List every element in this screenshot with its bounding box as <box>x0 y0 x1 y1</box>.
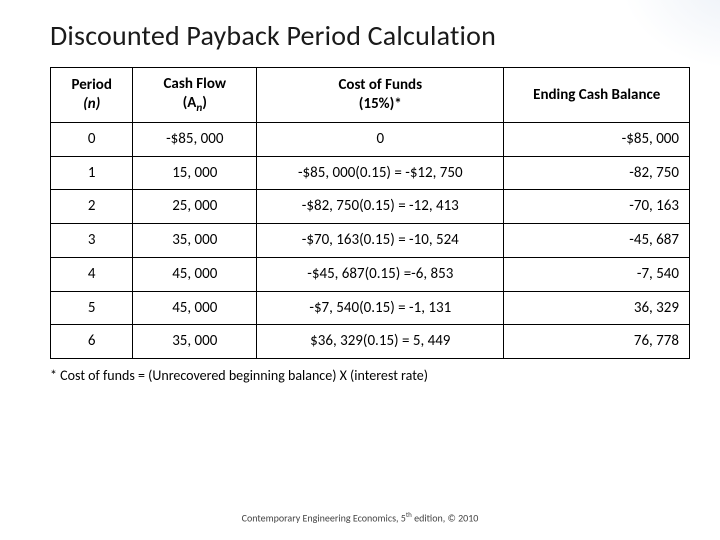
table-row: 545, 000-$7, 540(0.15) = -1, 131 36, 329 <box>51 291 690 325</box>
table-row: 225, 000-$82, 750(0.15) = -12, 413-70, 1… <box>51 190 690 224</box>
slide-title: Discounted Payback Period Calculation <box>50 18 690 53</box>
footnote-star: * <box>50 367 57 384</box>
payback-table: Period (n) Cash Flow (An) Cost of Funds … <box>50 67 690 359</box>
cell-cost: $36, 329(0.15) = 5, 449 <box>257 325 504 359</box>
cell-cost: -$85, 000(0.15) = -$12, 750 <box>257 156 504 190</box>
cell-ending: 76, 778 <box>504 325 690 359</box>
header-period: Period (n) <box>51 68 133 123</box>
table-row: 635, 000$36, 329(0.15) = 5, 44976, 778 <box>51 325 690 359</box>
cell-cashflow: 45, 000 <box>133 291 257 325</box>
table-header-row: Period (n) Cash Flow (An) Cost of Funds … <box>51 68 690 123</box>
footnote: * Cost of funds = (Unrecovered beginning… <box>50 367 690 384</box>
header-ending: Ending Cash Balance <box>504 68 690 123</box>
cell-ending: -45, 687 <box>504 224 690 258</box>
table-body: 0-$85, 0000-$85, 000115, 000-$85, 000(0.… <box>51 122 690 358</box>
cell-period: 1 <box>51 156 133 190</box>
cell-ending: -82, 750 <box>504 156 690 190</box>
header-cash-sub-suffix: ) <box>202 94 207 112</box>
cell-ending: -7, 540 <box>504 257 690 291</box>
cell-ending: 36, 329 <box>504 291 690 325</box>
header-cost-sub: (15%)* <box>359 95 402 113</box>
highlight-value: 36, 329 <box>634 299 679 318</box>
header-cashflow: Cash Flow (An) <box>133 68 257 123</box>
cell-period: 4 <box>51 257 133 291</box>
cell-cost: -$7, 540(0.15) = -1, 131 <box>257 291 504 325</box>
table-row: 445, 000-$45, 687(0.15) =-6, 853-7, 540 <box>51 257 690 291</box>
header-cash-label: Cash Flow <box>163 75 226 93</box>
footer-prefix: Contemporary Engineering Economics, 5 <box>242 511 406 524</box>
cell-cashflow: 15, 000 <box>133 156 257 190</box>
cell-cashflow: 35, 000 <box>133 325 257 359</box>
footnote-text: Cost of funds = (Unrecovered beginning b… <box>57 367 428 384</box>
cell-period: 6 <box>51 325 133 359</box>
header-period-sub: (n) <box>83 95 100 113</box>
cell-cashflow: 45, 000 <box>133 257 257 291</box>
header-period-label: Period <box>72 76 112 94</box>
table-row: 115, 000-$85, 000(0.15) = -$12, 750-82, … <box>51 156 690 190</box>
cell-ending: -$85, 000 <box>504 122 690 156</box>
header-cash-sub-prefix: (A <box>183 94 197 112</box>
header-cost-label: Cost of Funds <box>338 76 422 94</box>
cell-ending: -70, 163 <box>504 190 690 224</box>
cell-cashflow: 25, 000 <box>133 190 257 224</box>
cell-period: 0 <box>51 122 133 156</box>
cell-period: 2 <box>51 190 133 224</box>
table-row: 0-$85, 0000-$85, 000 <box>51 122 690 156</box>
cell-period: 3 <box>51 224 133 258</box>
footer-suffix: edition, © 2010 <box>412 511 479 524</box>
slide-footer: Contemporary Engineering Economics, 5th … <box>0 510 720 524</box>
cell-cost: -$45, 687(0.15) =-6, 853 <box>257 257 504 291</box>
cell-cost: -$70, 163(0.15) = -10, 524 <box>257 224 504 258</box>
cell-cashflow: 35, 000 <box>133 224 257 258</box>
cell-cost: 0 <box>257 122 504 156</box>
cell-cost: -$82, 750(0.15) = -12, 413 <box>257 190 504 224</box>
header-ending-label: Ending Cash Balance <box>533 86 660 104</box>
cell-cashflow: -$85, 000 <box>133 122 257 156</box>
cell-ending-value: 36, 329 <box>634 299 679 317</box>
slide-body: Discounted Payback Period Calculation Pe… <box>0 0 720 394</box>
table-row: 335, 000-$70, 163(0.15) = -10, 524-45, 6… <box>51 224 690 258</box>
header-cost: Cost of Funds (15%)* <box>257 68 504 123</box>
cell-period: 5 <box>51 291 133 325</box>
